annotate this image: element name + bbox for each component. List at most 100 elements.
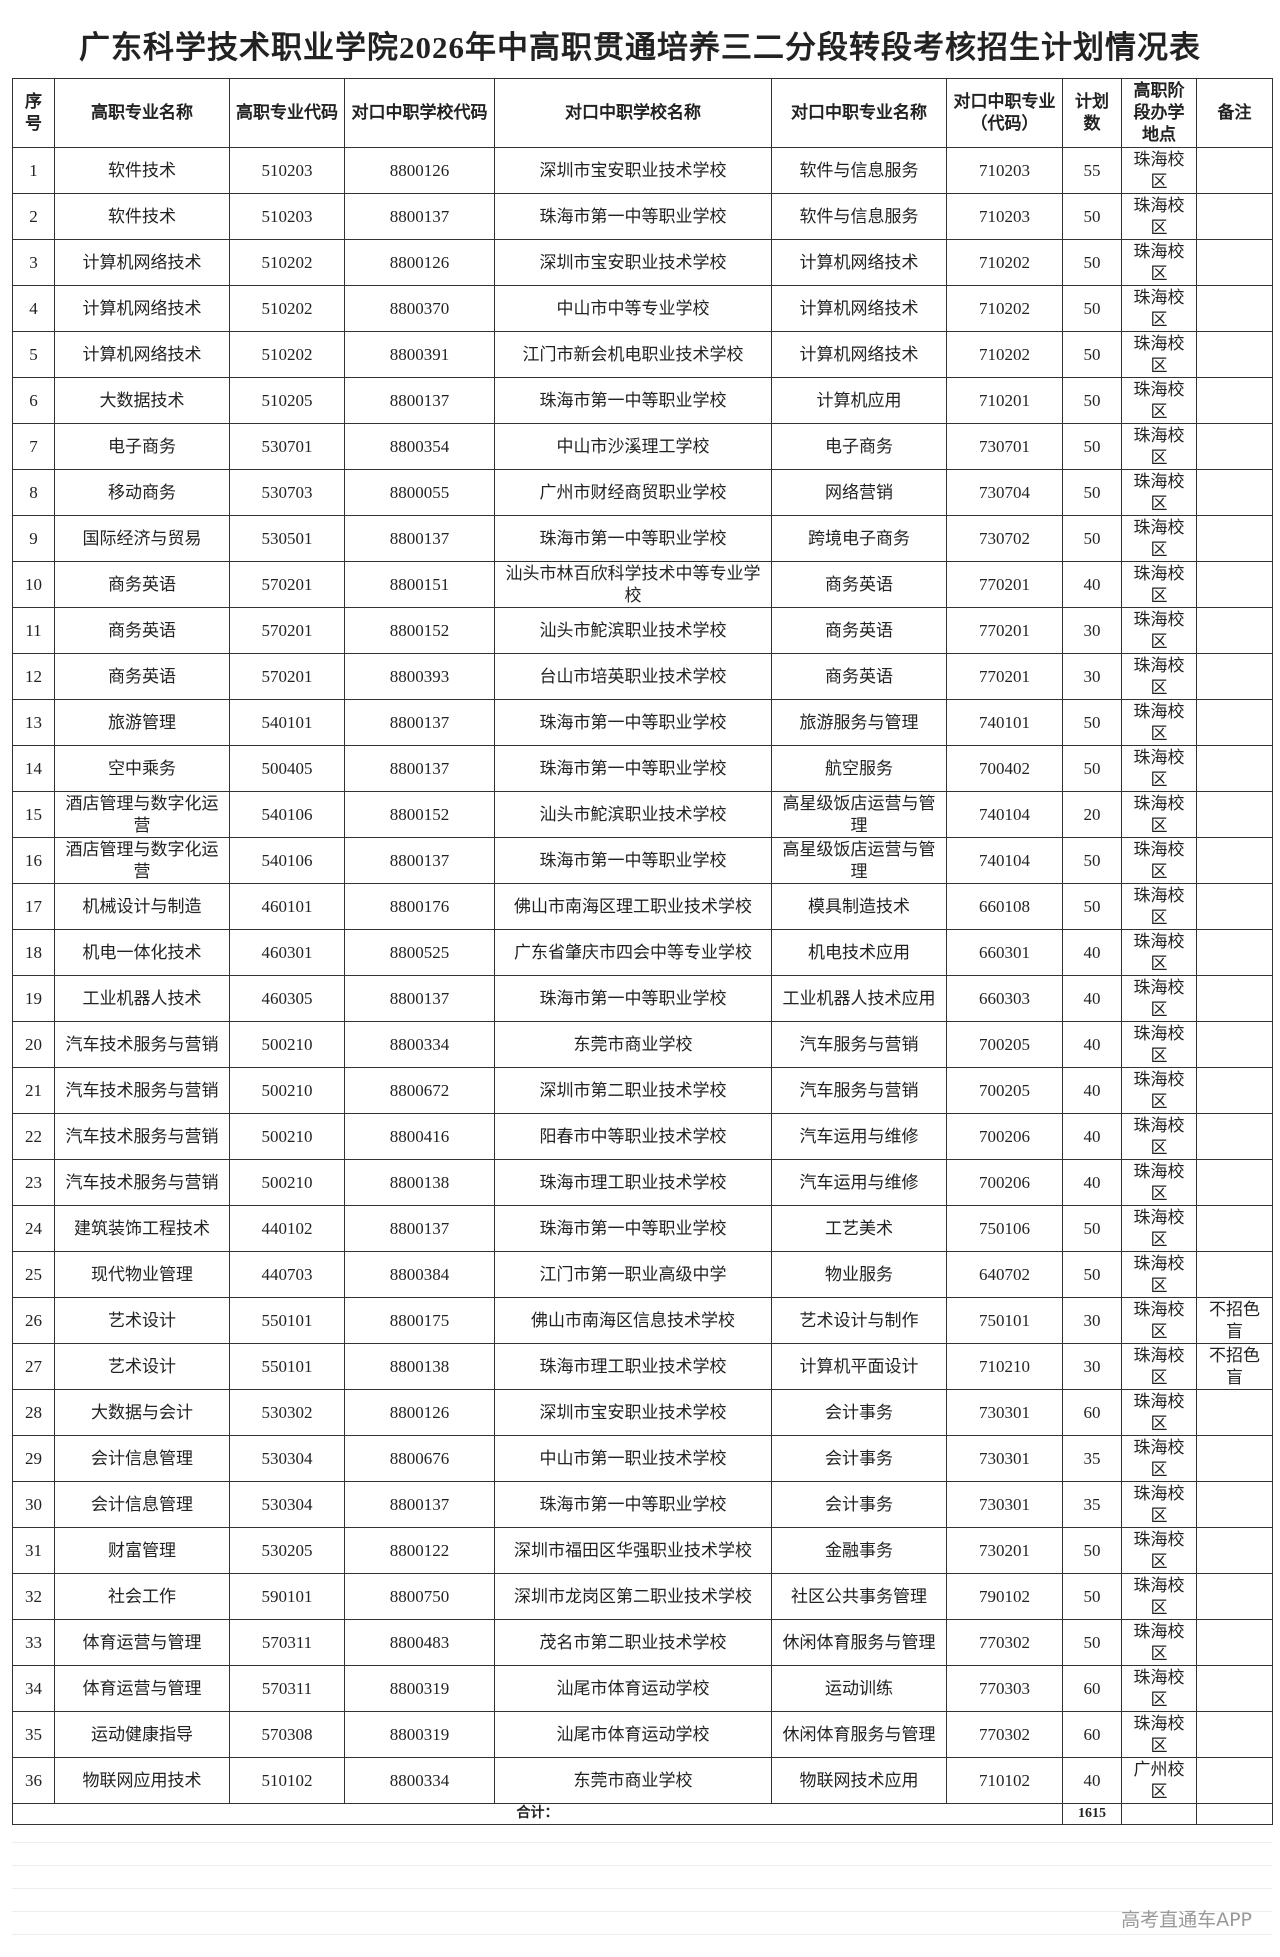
table-cell: 16 — [12, 837, 55, 884]
table-cell: 珠海校区 — [1121, 515, 1197, 562]
table-row: 9 国际经济与贸易 530501 8800137 珠海市第一中等职业学校 跨境电子商务 73… — [12, 515, 1273, 562]
table-cell: 现代物业管理 — [54, 1251, 230, 1298]
table-cell: 旅游服务与管理 — [771, 699, 947, 746]
table-cell: 8800175 — [344, 1297, 495, 1344]
column-header: 高职专业代码 — [229, 78, 345, 148]
table-cell: 710210 — [946, 1343, 1063, 1390]
table-cell: 8800138 — [344, 1159, 495, 1206]
table-cell: 模具制造技术 — [771, 883, 947, 930]
table-cell: 14 — [12, 745, 55, 792]
table-cell: 500210 — [229, 1159, 345, 1206]
table-cell: 珠海校区 — [1121, 239, 1197, 286]
table-cell: 710102 — [946, 1757, 1063, 1804]
table-cell: 9 — [12, 515, 55, 562]
table-cell: 530703 — [229, 469, 345, 516]
table-cell: 8800137 — [344, 975, 495, 1022]
table-cell: 550101 — [229, 1343, 345, 1390]
table-cell: 计算机网络技术 — [771, 331, 947, 378]
table-cell: 530205 — [229, 1527, 345, 1574]
table-cell: 社区公共事务管理 — [771, 1573, 947, 1620]
table-cell: 460101 — [229, 883, 345, 930]
table-row: 24 建筑装饰工程技术 440102 8800137 珠海市第一中等职业学校 工艺美术 75… — [12, 1205, 1273, 1252]
table-cell: 酒店管理与数字化运营 — [54, 791, 230, 838]
table-cell: 珠海校区 — [1121, 745, 1197, 792]
table-cell: 570311 — [229, 1619, 345, 1666]
table-cell: 佛山市南海区信息技术学校 — [494, 1297, 772, 1344]
table-cell — [1196, 1573, 1273, 1620]
table-cell: 不招色盲 — [1196, 1297, 1273, 1344]
table-cell: 计算机网络技术 — [771, 239, 947, 286]
table-cell: 珠海校区 — [1121, 377, 1197, 424]
table-cell: 23 — [12, 1159, 55, 1206]
table-cell: 8800137 — [344, 837, 495, 884]
table-cell: 740104 — [946, 837, 1063, 884]
column-header: 对口中职专业名称 — [771, 78, 947, 148]
table-cell: 物业服务 — [771, 1251, 947, 1298]
table-cell: 江门市新会机电职业技术学校 — [494, 331, 772, 378]
table-cell: 730301 — [946, 1481, 1063, 1528]
table-cell — [1196, 699, 1273, 746]
table-cell — [1196, 193, 1273, 240]
table-cell: 11 — [12, 607, 55, 654]
table-row: 15 酒店管理与数字化运营 540106 8800152 汕头市鮀滨职业技术学校 高星级饭… — [12, 791, 1273, 838]
table-cell: 60 — [1062, 1665, 1122, 1712]
table-cell: 700205 — [946, 1067, 1063, 1114]
table-cell: 36 — [12, 1757, 55, 1804]
table-cell: 阳春市中等职业技术学校 — [494, 1113, 772, 1160]
table-cell: 570201 — [229, 607, 345, 654]
table-cell: 730702 — [946, 515, 1063, 562]
table-cell: 50 — [1062, 1573, 1122, 1620]
table-cell: 570201 — [229, 561, 345, 608]
table-cell: 460305 — [229, 975, 345, 1022]
table-row: 32 社会工作 590101 8800750 深圳市龙岗区第二职业技术学校 社区公共事务管… — [12, 1573, 1273, 1620]
table-cell: 21 — [12, 1067, 55, 1114]
table-cell: 750101 — [946, 1297, 1063, 1344]
table-row: 5 计算机网络技术 510202 8800391 江门市新会机电职业技术学校 计算机网络技… — [12, 331, 1273, 378]
table-cell: 8800055 — [344, 469, 495, 516]
table-cell: 会计事务 — [771, 1435, 947, 1482]
table-cell: 8800750 — [344, 1573, 495, 1620]
total-row: 合计： 1615 — [12, 1803, 1273, 1825]
table-cell: 770201 — [946, 653, 1063, 700]
table-cell: 8800319 — [344, 1711, 495, 1758]
table-cell: 30 — [1062, 607, 1122, 654]
table-cell: 50 — [1062, 699, 1122, 746]
plan-table: 序号 高职专业名称 高职专业代码 对口中职学校代码 对口中职学校名称 对口中职专业名称 对口… — [12, 78, 1273, 1825]
table-cell — [1196, 1757, 1273, 1804]
table-cell — [1196, 1159, 1273, 1206]
table-row: 14 空中乘务 500405 8800137 珠海市第一中等职业学校 航空服务 700402… — [12, 745, 1273, 792]
table-cell: 50 — [1062, 883, 1122, 930]
table-cell: 8800126 — [344, 147, 495, 194]
table-cell: 510102 — [229, 1757, 345, 1804]
table-cell: 机电一体化技术 — [54, 929, 230, 976]
table-cell: 18 — [12, 929, 55, 976]
table-cell: 深圳市第二职业技术学校 — [494, 1067, 772, 1114]
table-cell: 珠海校区 — [1121, 1573, 1197, 1620]
table-row: 2 软件技术 510203 8800137 珠海市第一中等职业学校 软件与信息服务 7102… — [12, 193, 1273, 240]
table-cell — [1196, 331, 1273, 378]
table-cell: 航空服务 — [771, 745, 947, 792]
table-cell: 730301 — [946, 1435, 1063, 1482]
total-label: 合计： — [12, 1803, 1063, 1825]
table-cell: 8800370 — [344, 285, 495, 332]
table-cell: 8800137 — [344, 515, 495, 562]
table-cell: 艺术设计与制作 — [771, 1297, 947, 1344]
table-cell: 700402 — [946, 745, 1063, 792]
table-cell: 770302 — [946, 1619, 1063, 1666]
table-cell: 440703 — [229, 1251, 345, 1298]
table-cell: 珠海校区 — [1121, 1021, 1197, 1068]
table-cell: 珠海校区 — [1121, 1297, 1197, 1344]
column-header: 序号 — [12, 78, 55, 148]
table-cell: 60 — [1062, 1711, 1122, 1758]
table-cell: 5 — [12, 331, 55, 378]
table-cell: 汕头市林百欣科学技术中等专业学校 — [494, 561, 772, 608]
table-cell: 700206 — [946, 1159, 1063, 1206]
table-cell: 4 — [12, 285, 55, 332]
table-cell: 不招色盲 — [1196, 1343, 1273, 1390]
table-cell — [1196, 929, 1273, 976]
table-row: 21 汽车技术服务与营销 500210 8800672 深圳市第二职业技术学校 汽车服务与… — [12, 1067, 1273, 1114]
table-cell: 8800137 — [344, 745, 495, 792]
table-cell: 40 — [1062, 561, 1122, 608]
table-cell: 工业机器人技术 — [54, 975, 230, 1022]
table-cell: 510203 — [229, 193, 345, 240]
